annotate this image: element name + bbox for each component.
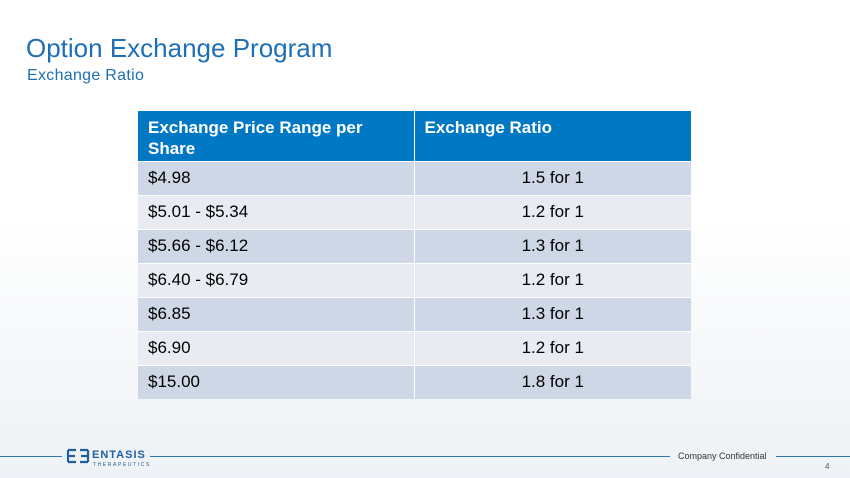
confidential-label: Company Confidential	[678, 451, 767, 461]
ratio-cell: 1.3 for 1	[414, 228, 691, 263]
table-row: $15.00 1.8 for 1	[138, 364, 691, 399]
price-cell: $6.40 - $6.79	[138, 262, 415, 297]
header-exchange-ratio: Exchange Ratio	[414, 111, 691, 161]
entasis-logo-icon	[66, 448, 90, 464]
ratio-cell: 1.2 for 1	[414, 194, 691, 229]
ratio-cell: 1.8 for 1	[414, 364, 691, 399]
footer-divider-right	[776, 456, 850, 457]
price-cell: $5.01 - $5.34	[138, 194, 415, 229]
ratio-cell: 1.2 for 1	[414, 330, 691, 365]
price-cell: $15.00	[138, 364, 415, 399]
header-price-range: Exchange Price Range per Share	[138, 111, 415, 161]
footer-divider	[150, 456, 670, 457]
price-cell: $6.90	[138, 330, 415, 365]
logo-wordmark: ENTASIS	[92, 449, 146, 461]
table-row: $6.85 1.3 for 1	[138, 296, 691, 331]
price-cell: $5.66 - $6.12	[138, 228, 415, 263]
table-row: $4.98 1.5 for 1	[138, 160, 691, 195]
price-cell: $6.85	[138, 296, 415, 331]
table-row: $5.66 - $6.12 1.3 for 1	[138, 228, 691, 263]
table-row: $5.01 - $5.34 1.2 for 1	[138, 194, 691, 229]
price-cell: $4.98	[138, 160, 415, 195]
ratio-cell: 1.2 for 1	[414, 262, 691, 297]
exchange-ratio-table: Exchange Price Range per Share Exchange …	[138, 111, 691, 399]
slide-subtitle: Exchange Ratio	[27, 67, 145, 84]
table-header-row: Exchange Price Range per Share Exchange …	[138, 111, 691, 161]
ratio-cell: 1.5 for 1	[414, 160, 691, 195]
slide-title: Option Exchange Program	[26, 33, 333, 63]
table-row: $6.40 - $6.79 1.2 for 1	[138, 262, 691, 297]
table-row: $6.90 1.2 for 1	[138, 330, 691, 365]
company-logo: ENTASIS THERAPEUTICS	[66, 448, 150, 472]
ratio-cell: 1.3 for 1	[414, 296, 691, 331]
footer-divider-left	[0, 456, 62, 457]
page-number: 4	[825, 462, 830, 471]
logo-subtext: THERAPEUTICS	[93, 462, 151, 468]
